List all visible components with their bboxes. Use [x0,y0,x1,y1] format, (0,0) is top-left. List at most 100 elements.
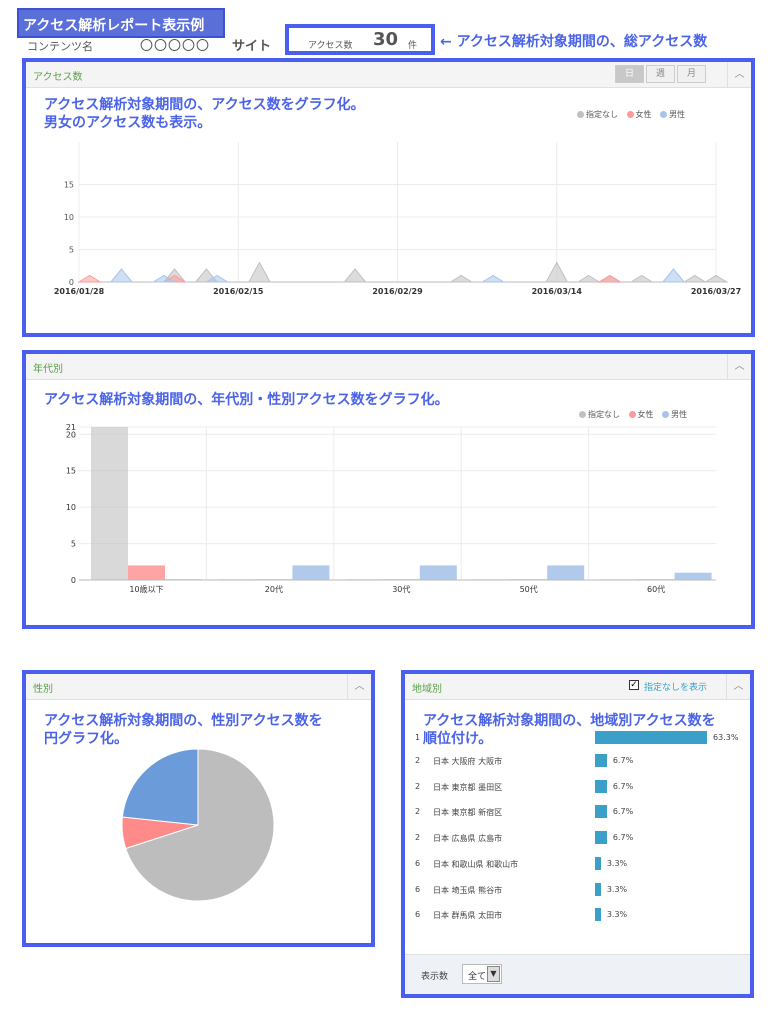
period-week-button[interactable]: 週 [646,65,675,83]
total-access-annotation: ← アクセス解析対象期間の、総アクセス数 [440,34,708,50]
access-panel-note: アクセス解析対象期間の、アクセス数をグラフ化。 男女のアクセス数も表示。 [44,96,365,132]
age-bar [292,565,330,580]
region-percent: 63.3% [713,733,739,742]
region-row: 2 日本 広島県 広島市 6.7% [415,829,745,847]
region-row: 6 日本 埼玉県 熊谷市 3.3% [415,881,745,899]
period-month-button[interactable]: 月 [677,65,706,83]
legend-none-label: 指定なし [586,110,618,119]
access-panel-header: アクセス数 日 週 月 ︿ [26,62,751,88]
region-bar [595,731,707,744]
region-row: 2 日本 大阪府 大阪市 6.7% [415,752,745,770]
area-peak [343,268,367,283]
legend-none-dot [577,111,584,118]
area-peak [151,274,177,283]
region-percent: 6.7% [612,833,634,843]
region-percent: 6.7% [612,807,634,817]
legend-female-label: 女性 [635,110,652,119]
age-legend: 指定なし 女性 男性 [573,409,687,420]
x-tick-label: 2016/02/15 [213,287,264,296]
access-count-unit: 件 [408,41,418,51]
collapse-access-panel-button[interactable]: ︿ [727,62,751,87]
legend-female-dot [626,111,634,118]
region-rank: 1 [415,733,421,742]
collapse-gender-panel-button[interactable]: ︿ [347,674,371,699]
legend-male-label: 男性 [671,410,688,419]
region-panel-note: アクセス解析対象期間の、地域別アクセス数を 順位付け。 [423,712,716,748]
region-row: 2 日本 東京都 新宿区 6.7% [415,803,745,821]
legend-female-dot [628,411,636,418]
age-panel-title: 年代別 [33,364,63,375]
legend-male-label: 男性 [669,110,686,119]
region-name: 日本 埼玉県 熊谷市 [433,885,503,895]
area-peak [576,274,601,283]
display-count-select[interactable]: 全て ▼ [462,964,502,984]
region-panel: 地域別 ✓ 指定なしを表示 ︿ アクセス解析対象期間の、地域別アクセス数を 順位… [401,670,754,998]
legend-female-label: 女性 [637,410,654,419]
region-row: 2 日本 東京都 墨田区 6.7% [415,778,745,796]
x-tick-label: 50代 [520,584,538,594]
region-row: 6 日本 和歌山県 和歌山市 3.3% [415,855,745,873]
y-tick-label: 20 [66,430,76,439]
area-peak [629,274,655,283]
y-tick-label: 15 [64,181,74,190]
region-rank: 2 [415,833,421,843]
region-note-line1: アクセス解析対象期間の、地域別アクセス数を [423,713,716,729]
access-note-line1: アクセス解析対象期間の、アクセス数をグラフ化。 [44,97,365,113]
access-count-label: アクセス数 [308,41,353,51]
gender-note-line2: 円グラフ化。 [44,731,128,747]
region-row: 1 63.3% [415,729,745,747]
region-percent: 3.3% [606,858,628,868]
region-rank: 6 [415,884,421,894]
gender-panel-note: アクセス解析対象期間の、性別アクセス数を 円グラフ化。 [44,712,323,748]
x-tick-label: 2016/03/14 [532,287,583,296]
region-name: 日本 東京都 新宿区 [433,808,503,818]
x-tick-label: 2016/01/28 [54,287,105,296]
legend-none-dot [579,411,586,418]
area-peak [545,261,569,283]
legend-male-dot [662,411,670,418]
x-tick-label: 20代 [265,584,283,594]
age-panel-header: 年代別 ︿ [26,354,751,380]
region-rank: 6 [415,910,421,920]
region-row: 6 日本 群馬県 太田市 3.3% [415,906,745,924]
region-name: 日本 大阪府 大阪市 [433,757,503,766]
area-peak [448,274,474,283]
gender-panel: 性別 ︿ アクセス解析対象期間の、性別アクセス数を 円グラフ化。 [22,670,375,947]
age-panel: 年代別 ︿ アクセス解析対象期間の、年代別・性別アクセス数をグラフ化。 指定なし… [22,350,755,629]
gender-panel-header: 性別 ︿ [26,674,371,700]
region-percent: 3.3% [606,884,628,894]
area-peak [480,274,506,283]
region-rank: 6 [415,858,421,868]
region-bar [595,908,601,922]
access-note-line2: 男女のアクセス数も表示。 [44,115,212,131]
chevron-up-icon: ︿ [734,361,745,372]
collapse-region-panel-button[interactable]: ︿ [726,674,750,699]
area-peak [703,274,729,283]
age-bar [91,427,128,580]
period-day-button[interactable]: 日 [615,65,644,83]
region-name: 日本 東京都 墨田区 [433,782,503,792]
region-name: 日本 広島県 広島市 [433,834,503,844]
access-count-value: 30 [373,29,399,50]
show-unspecified-label[interactable]: 指定なしを表示 [644,683,708,693]
region-rank: 2 [415,781,421,791]
region-panel-title: 地域別 [412,684,442,695]
display-count-label: 表示数 [421,972,449,982]
age-bar [674,572,712,580]
total-access-box: アクセス数 30 件 [285,24,435,55]
pie-slice [125,749,275,902]
show-unspecified-checkbox[interactable]: ✓ [629,680,639,690]
region-note-line2: 順位付け。 [423,731,493,747]
region-bar [595,856,601,870]
area-peak [597,274,623,283]
region-bar [595,805,607,819]
collapse-age-panel-button[interactable]: ︿ [727,354,751,379]
chevron-up-icon: ︿ [733,681,744,692]
y-tick-label: 10 [66,503,76,512]
gender-note-line1: アクセス解析対象期間の、性別アクセス数を [44,713,323,729]
chevron-up-icon: ︿ [354,681,365,692]
legend-male-dot [660,111,668,118]
y-tick-label: 5 [69,246,74,255]
x-tick-label: 2016/02/29 [372,287,423,296]
chevron-down-icon: ▼ [487,966,500,982]
